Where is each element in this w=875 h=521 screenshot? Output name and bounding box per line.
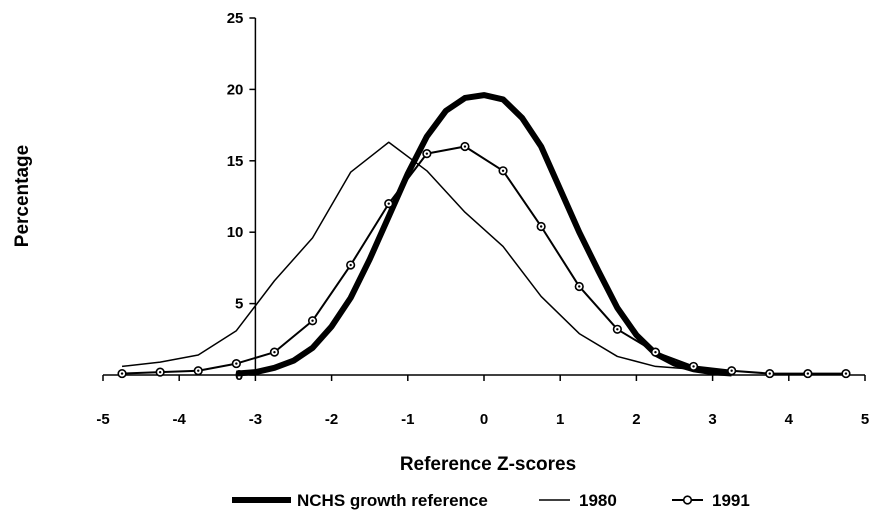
legend-item-1: NCHS growth reference: [232, 491, 488, 510]
y-tick-label: 15: [227, 153, 244, 170]
data-point-center: [463, 145, 467, 148]
data-point-center: [539, 225, 543, 228]
data-point-center: [616, 328, 619, 331]
legend-item-2: 1980: [539, 491, 617, 510]
x-tick-label: -5: [96, 411, 109, 428]
data-point-center: [654, 350, 657, 354]
data-point-center: [235, 362, 238, 365]
data-point-center: [692, 365, 695, 368]
data-point-center: [273, 350, 276, 354]
x-tick-label: 3: [708, 411, 716, 428]
data-point-center: [768, 372, 771, 375]
y-tick-label: 10: [227, 224, 244, 241]
y-tick-label: 5: [235, 296, 243, 313]
data-point-center: [158, 370, 162, 374]
series-2: [121, 141, 732, 372]
legend-label: 1991: [712, 491, 750, 510]
y-axis-title: Percentage: [12, 145, 33, 247]
data-point-center: [349, 263, 352, 267]
legend: NCHS growth reference 1980 1991: [232, 491, 750, 510]
x-tick-label: -1: [401, 411, 414, 428]
data-point-center: [197, 369, 200, 372]
x-tick-label: 4: [785, 411, 794, 428]
y-tick-label: 25: [227, 10, 244, 27]
x-axis-title: Reference Z-scores: [400, 454, 576, 475]
x-tick-label: -4: [173, 411, 187, 428]
legend-item-3: 1991: [672, 491, 750, 510]
series-line: [236, 92, 732, 377]
x-tick-label: -2: [325, 411, 338, 428]
data-point-center: [578, 285, 581, 288]
legend-label: 1980: [579, 491, 617, 510]
data-point-center: [120, 372, 124, 375]
legend-marker: [682, 495, 693, 505]
data-point-center: [806, 372, 810, 375]
data-point-center: [730, 369, 733, 372]
x-tick-label: -3: [249, 411, 262, 428]
data-point-center: [425, 152, 429, 155]
series-line: [121, 141, 732, 372]
series-layer: [117, 92, 851, 379]
legend-label: NCHS growth reference: [297, 491, 488, 510]
series-1: [236, 92, 732, 377]
x-tick-label: 0: [480, 411, 488, 428]
data-point-center: [501, 169, 505, 172]
series-3: [117, 141, 851, 379]
data-point-center: [311, 319, 314, 322]
y-tick-label: 20: [227, 81, 244, 98]
x-tick-label: 2: [632, 411, 640, 428]
series-line: [122, 145, 846, 375]
x-tick-label: 5: [861, 411, 869, 428]
data-point-center: [387, 202, 390, 205]
data-point-center: [844, 372, 848, 375]
x-tick-label: 1: [556, 411, 564, 428]
